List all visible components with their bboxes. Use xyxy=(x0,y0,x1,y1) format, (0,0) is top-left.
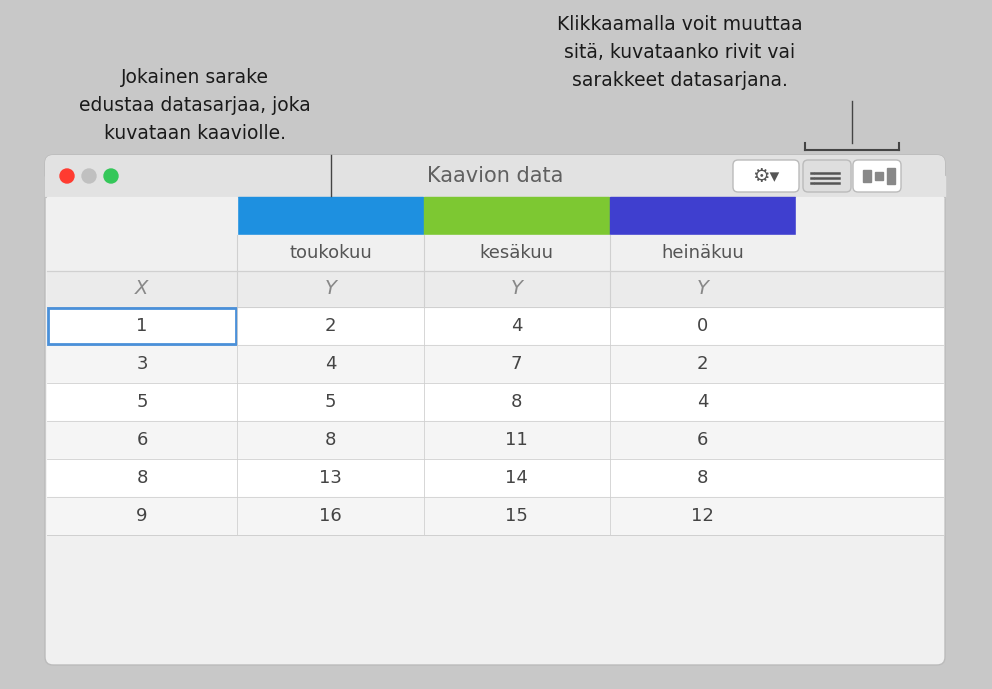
Bar xyxy=(47,345,943,383)
Text: 4: 4 xyxy=(696,393,708,411)
Text: 8: 8 xyxy=(696,469,708,487)
Text: 4: 4 xyxy=(511,317,522,335)
Text: 14: 14 xyxy=(505,469,528,487)
Bar xyxy=(875,172,883,180)
Text: 7: 7 xyxy=(511,355,522,373)
Text: 16: 16 xyxy=(319,507,342,525)
Text: 11: 11 xyxy=(505,431,528,449)
Circle shape xyxy=(60,169,74,183)
Text: 2: 2 xyxy=(696,355,708,373)
FancyBboxPatch shape xyxy=(45,155,945,665)
Text: 13: 13 xyxy=(319,469,342,487)
Text: toukokuu: toukokuu xyxy=(289,244,372,262)
Text: 2: 2 xyxy=(324,317,336,335)
Text: 12: 12 xyxy=(691,507,714,525)
Bar xyxy=(48,308,236,344)
Text: 8: 8 xyxy=(511,393,522,411)
Bar xyxy=(610,197,795,235)
Text: 9: 9 xyxy=(136,507,148,525)
Bar xyxy=(45,176,945,197)
Text: kesäkuu: kesäkuu xyxy=(479,244,554,262)
Bar xyxy=(47,271,943,307)
FancyBboxPatch shape xyxy=(45,155,945,197)
FancyBboxPatch shape xyxy=(853,160,901,192)
Bar xyxy=(424,197,609,235)
Bar xyxy=(238,197,423,235)
Bar xyxy=(47,235,943,271)
Text: 3: 3 xyxy=(136,355,148,373)
Text: Y: Y xyxy=(696,280,708,298)
Text: Klikkaamalla voit muuttaa
sitä, kuvataanko rivit vai
sarakkeet datasarjana.: Klikkaamalla voit muuttaa sitä, kuvataan… xyxy=(558,15,803,90)
FancyBboxPatch shape xyxy=(733,160,799,192)
Bar xyxy=(47,497,943,535)
Text: 6: 6 xyxy=(136,431,148,449)
Text: 5: 5 xyxy=(136,393,148,411)
Text: 8: 8 xyxy=(324,431,336,449)
Circle shape xyxy=(82,169,96,183)
Circle shape xyxy=(104,169,118,183)
Text: 0: 0 xyxy=(696,317,708,335)
Text: 8: 8 xyxy=(136,469,148,487)
Bar xyxy=(887,168,895,184)
Text: 5: 5 xyxy=(324,393,336,411)
Text: 15: 15 xyxy=(505,507,528,525)
Text: ⚙▾: ⚙▾ xyxy=(752,167,780,185)
Bar xyxy=(47,197,237,235)
Bar xyxy=(47,459,943,497)
Text: X: X xyxy=(135,280,149,298)
Bar xyxy=(47,383,943,421)
Text: Kaavion data: Kaavion data xyxy=(427,166,563,186)
Bar xyxy=(863,170,871,182)
Bar xyxy=(796,197,943,235)
Text: heinäkuu: heinäkuu xyxy=(661,244,744,262)
Text: Y: Y xyxy=(511,280,523,298)
Text: 1: 1 xyxy=(136,317,148,335)
Text: 4: 4 xyxy=(324,355,336,373)
Text: 6: 6 xyxy=(696,431,708,449)
Bar xyxy=(47,421,943,459)
Text: Jokainen sarake
edustaa datasarjaa, joka
kuvataan kaaviolle.: Jokainen sarake edustaa datasarjaa, joka… xyxy=(79,68,310,143)
Text: Y: Y xyxy=(324,280,336,298)
FancyBboxPatch shape xyxy=(803,160,851,192)
Bar xyxy=(47,307,943,345)
